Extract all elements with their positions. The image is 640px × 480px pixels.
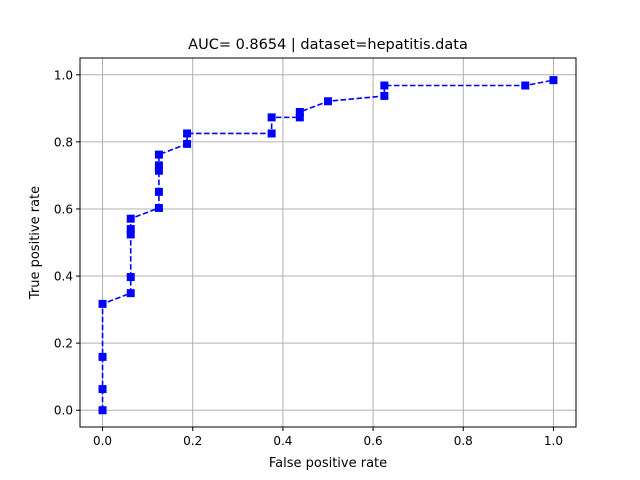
- y-tick-label: 0.2: [54, 337, 73, 351]
- roc-point: [380, 91, 389, 100]
- roc-point: [126, 289, 135, 298]
- roc-point: [267, 113, 276, 122]
- y-tick-label: 0.8: [54, 135, 73, 149]
- axis-ticks: 0.0 0.2 0.4 0.6 0.8 1.0 0.0 0.2 0.4 0.6 0.8 1.0: [54, 68, 563, 448]
- plot-frame: [79, 57, 577, 428]
- y-tick-label: 0.4: [54, 270, 73, 284]
- y-tick-label: 1.0: [54, 68, 73, 82]
- roc-point: [295, 113, 304, 122]
- roc-point: [154, 166, 163, 175]
- roc-point: [154, 203, 163, 212]
- y-axis-label: True positive rate: [28, 186, 43, 300]
- roc-point: [98, 352, 107, 361]
- x-tick-label: 0.0: [93, 434, 112, 448]
- roc-point: [183, 139, 192, 148]
- grid: [80, 58, 576, 427]
- x-tick-label: 0.2: [183, 434, 202, 448]
- x-tick-label: 0.4: [273, 434, 292, 448]
- roc-markers: [98, 76, 558, 415]
- x-axis-label: False positive rate: [269, 456, 387, 471]
- roc-point: [154, 161, 163, 170]
- roc-point: [154, 150, 163, 159]
- roc-point: [154, 187, 163, 196]
- x-tick-label: 0.6: [364, 434, 383, 448]
- roc-point: [98, 406, 107, 415]
- roc-point: [295, 108, 304, 117]
- roc-point: [126, 230, 135, 239]
- roc-point: [98, 299, 107, 308]
- roc-point: [98, 385, 107, 394]
- x-tick-label: 0.8: [454, 434, 473, 448]
- roc-point: [267, 129, 276, 138]
- roc-point: [183, 129, 192, 138]
- roc-point: [324, 97, 332, 106]
- roc-point: [126, 273, 135, 282]
- roc-point: [549, 76, 558, 85]
- roc-point: [126, 214, 135, 223]
- roc-point: [521, 81, 530, 90]
- x-tick-label: 1.0: [544, 434, 563, 448]
- y-tick-label: 0.0: [54, 404, 73, 418]
- y-tick-label: 0.6: [54, 202, 73, 216]
- chart-title: AUC= 0.8654 | dataset=hepatitis.data: [188, 37, 468, 53]
- roc-point: [380, 81, 389, 90]
- roc-point: [126, 225, 135, 234]
